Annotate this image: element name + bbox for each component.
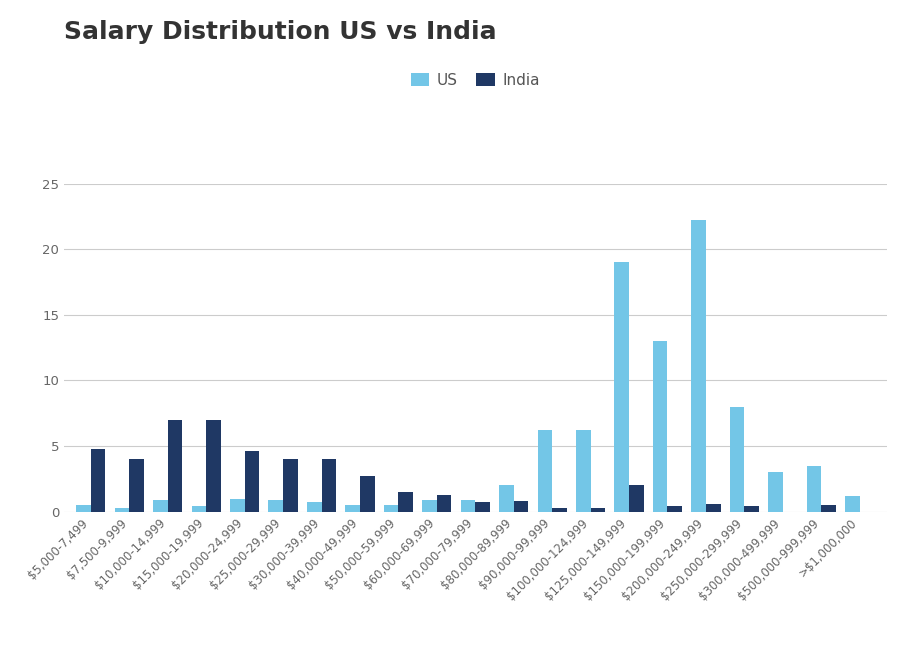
Bar: [360, 476, 375, 512]
Bar: [115, 508, 129, 512]
Bar: [514, 501, 528, 512]
Bar: [537, 430, 552, 512]
Bar: [269, 500, 283, 512]
Bar: [245, 451, 260, 512]
Bar: [590, 508, 605, 512]
Bar: [399, 492, 413, 512]
Bar: [422, 500, 437, 512]
Bar: [90, 449, 105, 512]
Bar: [475, 502, 490, 512]
Bar: [154, 500, 168, 512]
Bar: [499, 485, 514, 512]
Bar: [706, 504, 720, 512]
Bar: [129, 459, 143, 512]
Bar: [461, 500, 475, 512]
Bar: [384, 505, 399, 512]
Bar: [345, 505, 360, 512]
Bar: [322, 459, 336, 512]
Bar: [845, 496, 860, 512]
Bar: [192, 506, 207, 512]
Bar: [629, 485, 643, 512]
Bar: [744, 506, 759, 512]
Bar: [653, 341, 667, 512]
Bar: [691, 220, 706, 512]
Bar: [307, 502, 322, 512]
Legend: US, India: US, India: [405, 67, 546, 94]
Bar: [207, 420, 221, 512]
Bar: [614, 262, 629, 512]
Bar: [576, 430, 590, 512]
Bar: [729, 407, 744, 512]
Bar: [822, 505, 835, 512]
Bar: [768, 472, 782, 512]
Bar: [437, 495, 452, 512]
Bar: [807, 466, 822, 512]
Bar: [76, 505, 90, 512]
Bar: [168, 420, 183, 512]
Bar: [667, 506, 682, 512]
Text: Salary Distribution US vs India: Salary Distribution US vs India: [64, 20, 496, 44]
Bar: [283, 459, 298, 512]
Bar: [230, 499, 245, 512]
Bar: [552, 508, 567, 512]
